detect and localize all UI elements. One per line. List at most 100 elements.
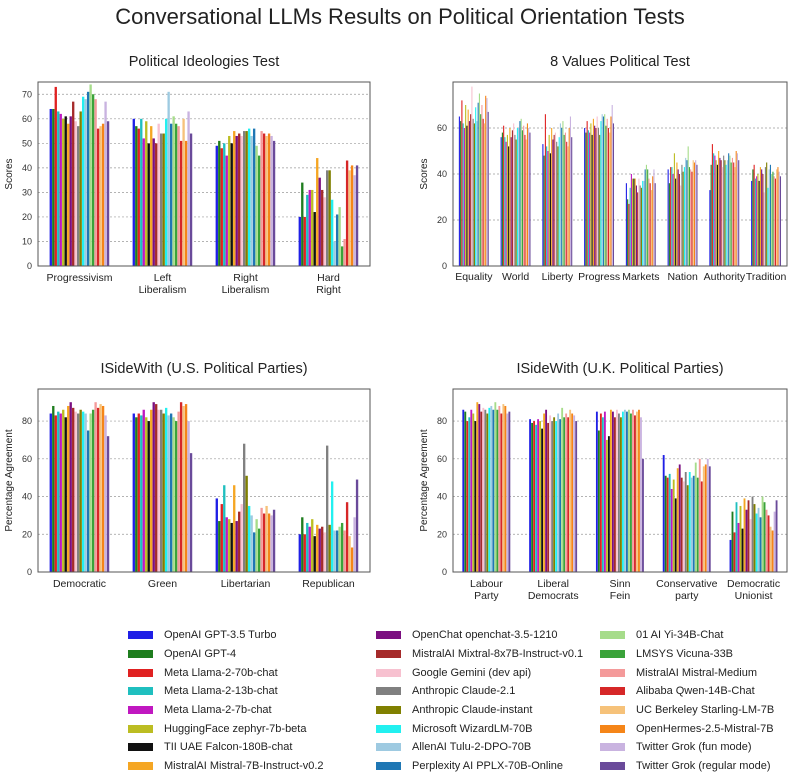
bar-uk-parties-c1-s7 [543, 413, 546, 572]
bar-eight-values-c5-s19 [691, 171, 693, 266]
bar-uk-parties-c2-s6 [607, 436, 610, 572]
bar-uk-parties-c4-s9 [747, 500, 750, 572]
bar-ideologies-c1-s1 [135, 126, 138, 266]
legend-item: AllenAI Tulu-2-DPO-70B [376, 738, 583, 757]
bar-uk-parties-c2-s5 [605, 439, 608, 572]
legend-swatch [600, 668, 625, 677]
bar-uk-parties-c3-s4 [670, 488, 673, 572]
bar-us-parties-c1-s14 [167, 415, 170, 572]
bar-us-parties-c1-s4 [142, 409, 145, 572]
bar-eight-values-c2-s2 [544, 114, 546, 266]
legend-swatch [600, 743, 625, 752]
bar-us-parties-c3-s3 [306, 522, 309, 572]
bar-ideologies-c2-s19 [262, 133, 266, 266]
bar-uk-parties-c0-s21 [504, 405, 507, 572]
bar-ideologies-c2-s8 [235, 135, 238, 266]
legend-label: MistralAI Mixtral-8x7B-Instruct-v0.1 [412, 648, 584, 661]
legend-label: HuggingFace zephyr-7b-beta [164, 722, 307, 735]
legend-item: OpenAI GPT-3.5 Turbo [128, 626, 324, 645]
legend-label: OpenAI GPT-3.5 Turbo [164, 629, 277, 642]
bar-ideologies-c1-s18 [177, 126, 180, 266]
bar-uk-parties-c3-s15 [692, 475, 695, 572]
bar-eight-values-c3-s1 [585, 132, 587, 266]
bar-ideologies-c1-s13 [164, 118, 168, 266]
bar-us-parties-c1-s3 [140, 415, 143, 572]
legend-label: Alibaba Qwen-14B-Chat [636, 685, 755, 698]
bar-eight-values-c4-s20 [650, 190, 652, 266]
bar-eight-values-c1-s21 [526, 123, 528, 267]
bar-us-parties-c3-s8 [318, 528, 321, 572]
bar-ideologies-c3-s4 [308, 189, 311, 266]
bar-ideologies-c2-s2 [220, 148, 223, 266]
bar-us-parties-c1-s6 [147, 421, 150, 572]
bar-eight-values-c1-s10 [513, 123, 515, 267]
bar-eight-values-c1-s2 [503, 125, 505, 266]
bar-eight-values-c7-s16 [771, 174, 773, 266]
bar-eight-values-c2-s6 [549, 153, 551, 266]
bar-us-parties-c0-s6 [64, 417, 67, 572]
bar-uk-parties-c2-s4 [603, 411, 606, 572]
bar-eight-values-c0-s23 [487, 111, 489, 267]
legend-swatch [600, 687, 625, 696]
chart-eight-values: 0 20 40 60 Equality World Liberty Progress Marke… [419, 54, 788, 283]
bar-us-parties-c1-s15 [169, 413, 173, 572]
bar-ideologies-c1-s14 [167, 91, 170, 267]
bar-eight-values-c2-s21 [568, 128, 570, 266]
y-tick-label: 0 [442, 567, 447, 577]
bar-ideologies-c1-s9 [155, 143, 158, 266]
bar-uk-parties-c1-s15 [559, 419, 562, 572]
bar-ideologies-c3-s1 [301, 182, 304, 266]
bar-uk-parties-c4-s10 [749, 519, 752, 572]
bar-us-parties-c1-s22 [187, 421, 190, 572]
x-category-label: Tradition [746, 271, 787, 283]
legend-label: Anthropic Claude-2.1 [412, 685, 516, 698]
legend-swatch [600, 724, 625, 733]
bar-eight-values-c6-s23 [738, 160, 740, 266]
bar-uk-parties-c1-s8 [545, 409, 548, 572]
bar-us-parties-c2-s20 [265, 505, 268, 572]
bar-uk-parties-c3-s17 [696, 477, 699, 572]
bar-eight-values-c7-s11 [764, 167, 766, 266]
bar-us-parties-c0-s8 [69, 402, 72, 572]
bar-eight-values-c5-s1 [668, 183, 670, 266]
bar-eight-values-c6-s22 [736, 153, 739, 266]
bar-ideologies-c2-s7 [233, 131, 236, 266]
bar-us-parties-c2-s21 [267, 513, 271, 572]
y-tick-label: 60 [437, 123, 447, 133]
bar-uk-parties-c2-s2 [599, 413, 602, 572]
bar-us-parties-c2-s2 [220, 504, 223, 572]
bar-ideologies-c2-s17 [257, 155, 261, 266]
bar-uk-parties-c1-s14 [557, 413, 560, 572]
legend-item: OpenChat openchat-3.5-1210 [376, 626, 583, 645]
bar-uk-parties-c4-s17 [763, 502, 766, 572]
bar-us-parties-c3-s0 [298, 534, 301, 572]
bar-uk-parties-c2-s15 [626, 411, 628, 572]
bar-eight-values-c3-s12 [599, 134, 601, 266]
bar-eight-values-c6-s9 [720, 160, 722, 266]
bar-uk-parties-c3-s8 [678, 464, 681, 572]
bar-ideologies-c0-s22 [104, 101, 107, 266]
legend-swatch [128, 650, 153, 659]
bar-uk-parties-c2-s1 [597, 430, 600, 572]
y-tick-label: 30 [22, 187, 32, 197]
bar-eight-values-c1-s22 [528, 128, 530, 266]
bar-ideologies-c1-s19 [179, 140, 183, 266]
legend-label: AllenAI Tulu-2-DPO-70B [412, 741, 532, 754]
bar-uk-parties-c0-s23 [508, 411, 511, 572]
bar-eight-values-c1-s3 [504, 137, 506, 266]
bar-ideologies-c1-s3 [140, 118, 143, 266]
bar-eight-values-c4-s23 [654, 183, 656, 266]
bar-us-parties-c1-s16 [172, 417, 175, 572]
bar-uk-parties-c2-s13 [622, 411, 624, 572]
bar-eight-values-c2-s7 [551, 128, 553, 266]
x-category-label: Labour Party [470, 578, 503, 602]
legend-item: MistralAI Mistral-7B-Instruct-v0.2 [128, 757, 324, 776]
bar-us-parties-c0-s13 [81, 411, 85, 572]
legend-item: MistralAI Mixtral-8x7B-Instruct-v0.1 [376, 645, 583, 664]
bar-uk-parties-c4-s7 [743, 498, 746, 572]
bar-eight-values-c4-s11 [639, 185, 641, 266]
bar-us-parties-c3-s14 [333, 530, 336, 572]
x-category-label: Authority [704, 271, 746, 283]
bar-uk-parties-c3-s5 [672, 479, 675, 572]
